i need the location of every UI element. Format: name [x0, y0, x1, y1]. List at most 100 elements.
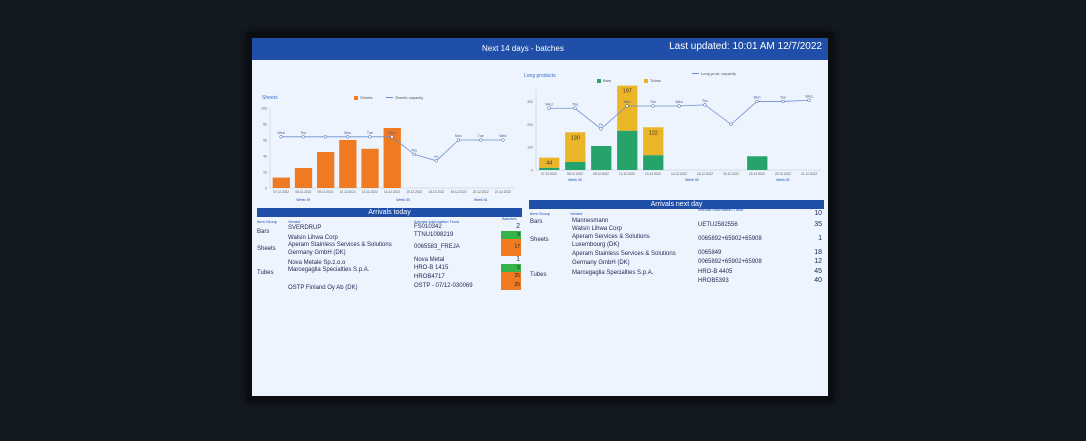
- week-label: Week 51: [474, 198, 488, 202]
- next-day-count: 10: [814, 210, 822, 217]
- truck-info: HRO-B 1415: [414, 265, 449, 271]
- x-tick-label: 19.12.2022: [749, 172, 765, 176]
- tubes-value-label: 122: [649, 130, 658, 136]
- capacity-point: [279, 135, 283, 139]
- group-bars: Bars: [530, 219, 543, 225]
- x-tick-label: 21.12.2022: [801, 172, 817, 176]
- capacity-day-label: Wed: [499, 134, 506, 138]
- y-tick-label: 0: [531, 169, 533, 173]
- x-tick-label: 12.12.2022: [619, 172, 635, 176]
- group-tubes: Tubes: [530, 272, 547, 278]
- x-tick-label: 08.12.2022: [567, 172, 583, 176]
- vendor-name: Walsin Lihwa Corp: [572, 226, 622, 232]
- x-tick-label: 21.12.2022: [495, 190, 511, 194]
- col-vendor: Vendor: [570, 211, 583, 216]
- next-day-count: 18: [814, 249, 822, 256]
- vendor-name: Aperam Stainless Services & Solutions: [288, 242, 392, 248]
- y-tick-label: 300: [527, 100, 533, 104]
- next-day-count: 35: [814, 221, 822, 228]
- bars-bar: [747, 156, 768, 170]
- batches-badge: 5: [501, 264, 521, 272]
- x-tick-label: 16.12.2022: [428, 190, 444, 194]
- dashboard-title: Next 14 days - batches: [482, 44, 564, 53]
- y-tick-label: 100: [527, 146, 533, 150]
- next-day-count: 12: [814, 258, 822, 265]
- capacity-day-label: Mon: [344, 131, 351, 135]
- truck-info: FS010342: [414, 224, 442, 230]
- sheets-bar: [294, 168, 313, 188]
- capacity-point: [501, 138, 505, 142]
- week-label: Week 50: [685, 178, 699, 182]
- col-next-day: Next day: [797, 205, 813, 210]
- truck-info: TTNU1098219: [414, 232, 454, 238]
- x-tick-label: 12.12.2022: [340, 190, 356, 194]
- vendor-name: Germany GmbH (DK): [288, 250, 346, 256]
- capacity-point: [729, 122, 733, 126]
- x-tick-label: 09.12.2022: [593, 172, 609, 176]
- truck-info: OSTP - 07/12-030069: [414, 283, 473, 289]
- sheets-legend-line: Sheets capacity: [386, 95, 423, 100]
- capacity-point: [301, 135, 305, 139]
- capacity-point: [479, 138, 483, 142]
- legend-line: [692, 73, 699, 74]
- vendor-name: Aperam Services & Solutions: [572, 234, 650, 240]
- legend-swatch: [597, 78, 601, 83]
- x-tick-label: 07.12.2022: [273, 190, 289, 194]
- y-tick-label: 200: [527, 123, 533, 127]
- bars-bar: [617, 130, 638, 170]
- group-tubes: Tubes: [257, 270, 274, 276]
- legend-label: Bars: [603, 78, 612, 83]
- week-label: Week 51: [776, 178, 790, 182]
- x-tick-label: 20.12.2022: [473, 190, 489, 194]
- tubes-value-label: 44: [546, 161, 552, 167]
- vendor-name: Marcegaglia Specialties S.p.A.: [572, 270, 654, 276]
- capacity-point: [412, 152, 416, 157]
- group-sheets: Sheets: [257, 246, 276, 252]
- capacity-day-label: Tue: [367, 131, 373, 135]
- capacity-day-label: Thu: [300, 131, 306, 135]
- vendor-name: Mannesmann: [572, 218, 609, 224]
- y-tick-label: 40: [263, 155, 267, 159]
- bars-bar: [539, 167, 560, 170]
- legend-label: Long prod. capacity: [701, 71, 736, 76]
- long-products-title: Long products: [524, 73, 556, 79]
- legend-line: [386, 97, 393, 98]
- truck-info: HROB4717: [414, 274, 445, 280]
- tubes-bar: [539, 157, 560, 168]
- capacity-day-label: Tue: [478, 134, 484, 138]
- capacity-point: [755, 99, 759, 104]
- week-label: Week 49: [296, 198, 310, 202]
- capacity-point: [345, 135, 350, 139]
- x-tick-label: 07.12.2022: [541, 172, 557, 176]
- capacity-point: [625, 104, 629, 108]
- tubes-value-label: 197: [623, 89, 632, 95]
- arrivals-next-header: Arrivals next day: [529, 200, 824, 209]
- next-day-count: 40: [814, 277, 822, 284]
- capacity-day-label: Wed: [388, 131, 395, 135]
- x-tick-label: 16.12.2022: [723, 172, 739, 176]
- tubes-bar: [643, 127, 664, 156]
- vendor-name: Marcegaglia Specialties S.p.A.: [288, 267, 370, 273]
- col-item-group: Item Group: [530, 211, 551, 216]
- y-tick-label: 60: [263, 139, 267, 143]
- vendor-name: Luxembourg (DK): [572, 242, 620, 248]
- capacity-point: [368, 135, 372, 139]
- sheets-legend-bar: Sheets: [354, 95, 372, 100]
- x-tick-label: 13.12.2022: [645, 172, 661, 176]
- col-item-group: Item Group: [257, 219, 278, 224]
- capacity-day-label: Thu: [411, 148, 417, 152]
- vendor-name: Aperam Stainless Services & Solutions: [572, 251, 676, 257]
- truck-info: Nova Metal: [414, 257, 445, 263]
- x-tick-label: 14.12.2022: [384, 190, 400, 194]
- bars-bar: [591, 146, 612, 170]
- legend-swatch: [354, 95, 358, 100]
- legend-label: Sheets: [360, 95, 373, 100]
- capacity-point: [781, 99, 785, 104]
- week-label: Week 49: [568, 178, 582, 182]
- x-tick-label: 14.12.2022: [671, 172, 687, 176]
- batches-badge: 25: [501, 272, 521, 281]
- batches-badge: 9: [501, 231, 521, 239]
- capacity-point: [456, 138, 461, 142]
- y-tick-label: 0: [265, 187, 267, 191]
- batches-count: 2: [516, 223, 520, 230]
